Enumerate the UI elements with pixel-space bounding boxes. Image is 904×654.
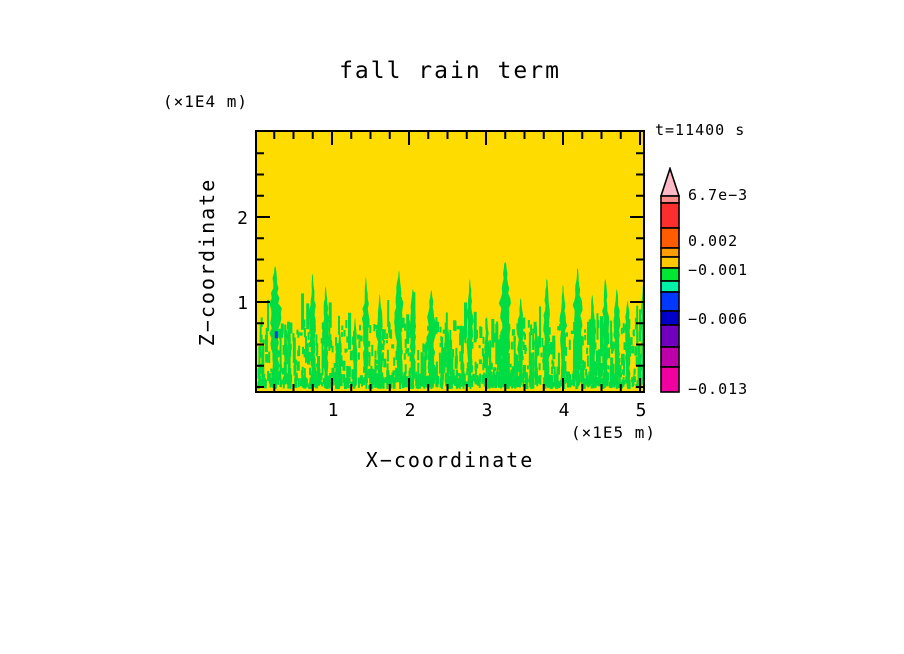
x-tick-label-3: 3 xyxy=(481,400,493,421)
colorbar-label-max: 6.7e−3 xyxy=(688,186,749,204)
x-tick-label-5: 5 xyxy=(635,400,647,421)
colorbar-label-min: −0.013 xyxy=(688,380,749,398)
x-tick-label-1: 1 xyxy=(327,400,339,421)
contour-plot-area xyxy=(255,130,645,393)
x-tick-label-2: 2 xyxy=(404,400,416,421)
x-axis-unit-label: (×1E5 m) xyxy=(570,423,656,442)
colorbar-label-2: 0.002 xyxy=(688,232,739,250)
x-tick-label-4: 4 xyxy=(558,400,570,421)
colorbar-label-3: −0.001 xyxy=(688,261,749,279)
z-tick-label-2: 2 xyxy=(237,208,248,229)
chart-title: fall rain term xyxy=(339,58,561,84)
z-tick-label-1: 1 xyxy=(237,293,248,314)
colorbar-label-4: −0.006 xyxy=(688,310,749,328)
time-stamp-label: t=11400 s xyxy=(655,121,746,139)
z-axis-unit-label: (×1E4 m) xyxy=(163,92,249,111)
x-axis-title: X−coordinate xyxy=(365,448,535,472)
colorbar xyxy=(659,167,681,393)
